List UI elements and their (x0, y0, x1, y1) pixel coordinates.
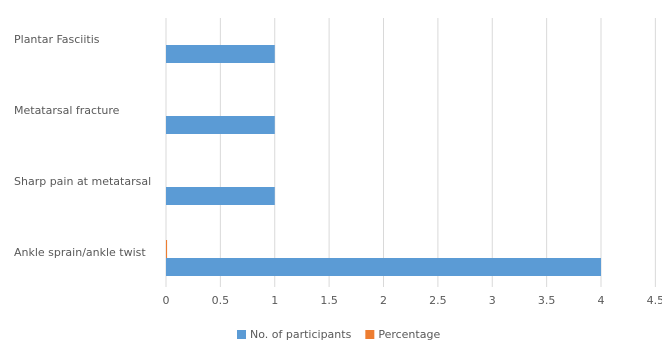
legend-swatch (365, 330, 375, 339)
x-tick-label: 1 (271, 294, 278, 307)
bar (166, 116, 275, 134)
x-tick-label: 0 (163, 294, 170, 307)
legend-label: No. of participants (250, 328, 352, 341)
legend-swatch (237, 330, 246, 339)
category-label: Sharp pain at metatarsal (14, 175, 151, 188)
x-tick-label: 3.5 (538, 294, 556, 307)
x-tick-label: 4 (598, 294, 605, 307)
legend-label: Percentage (378, 328, 440, 341)
bar (166, 240, 168, 258)
x-tick-label: 2.5 (429, 294, 447, 307)
bar (166, 45, 275, 63)
x-tick-label: 4.5 (647, 294, 662, 307)
x-tick-label: 2 (380, 294, 387, 307)
category-label: Ankle sprain/ankle twist (14, 246, 146, 259)
x-tick-label: 1.5 (320, 294, 338, 307)
bar (166, 258, 601, 276)
category-label: Metatarsal fracture (14, 104, 120, 117)
x-tick-label: 0.5 (212, 294, 230, 307)
bar (166, 187, 275, 205)
x-tick-label: 3 (489, 294, 496, 307)
category-label: Plantar Fasciitis (14, 33, 100, 46)
